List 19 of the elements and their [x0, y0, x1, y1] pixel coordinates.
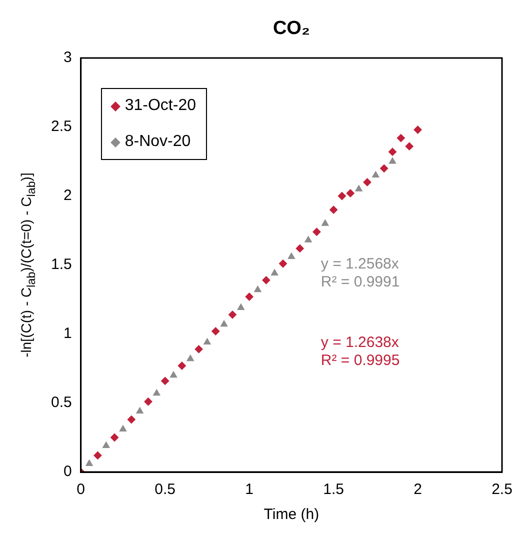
- y-tick-label: 3: [64, 49, 72, 66]
- x-tick-label: 1: [245, 481, 254, 498]
- x-tick-label: 0.5: [154, 481, 176, 498]
- x-tick-label: 1.5: [323, 481, 344, 498]
- legend-label: 8-Nov-20: [124, 133, 191, 151]
- x-tick-label: 0: [76, 481, 86, 498]
- x-tick-label: 2: [414, 481, 422, 498]
- annotation: y = 1.2638x R² = 0.9995: [320, 334, 400, 370]
- annotation: y = 1.2568x R² = 0.9991: [320, 255, 400, 290]
- y-tick-label: 2: [64, 187, 72, 204]
- y-tick-label: 1: [64, 325, 72, 342]
- x-axis-title: Time (h): [264, 506, 320, 524]
- chart-title: CO₂: [272, 18, 311, 40]
- y-tick-label: 0: [64, 463, 72, 480]
- legend-label: 31-Oct-20: [124, 97, 196, 115]
- x-tick-label: 2.5: [492, 481, 512, 498]
- y-tick-label: 1.5: [50, 256, 72, 274]
- y-tick-label: 2.5: [50, 118, 72, 136]
- y-tick-label: 0.5: [50, 394, 72, 412]
